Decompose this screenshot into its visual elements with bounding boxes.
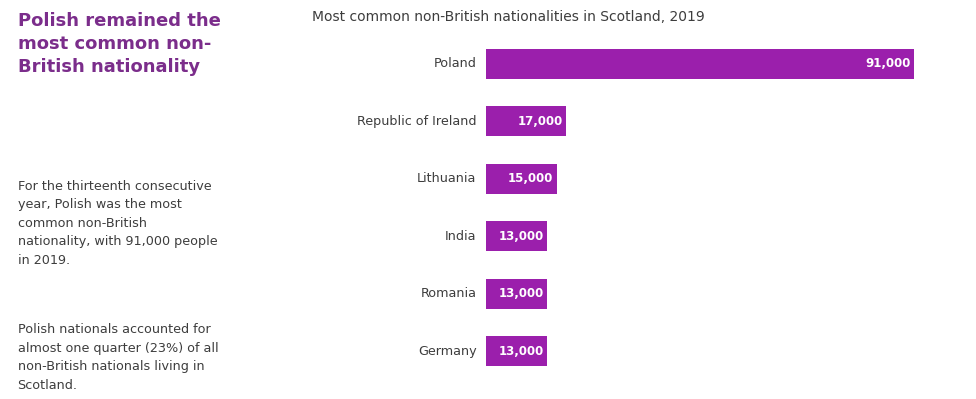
Text: 13,000: 13,000 <box>499 230 545 243</box>
Text: Polish nationals accounted for
almost one quarter (23%) of all
non-British natio: Polish nationals accounted for almost on… <box>18 323 219 392</box>
Text: India: India <box>445 230 476 243</box>
Bar <box>486 106 566 136</box>
Text: Lithuania: Lithuania <box>417 172 476 185</box>
Text: Republic of Ireland: Republic of Ireland <box>357 115 476 128</box>
Bar <box>486 49 915 79</box>
Bar <box>486 336 548 366</box>
Text: Germany: Germany <box>418 345 476 358</box>
Bar <box>486 221 548 251</box>
Text: For the thirteenth consecutive
year, Polish was the most
common non-British
nati: For the thirteenth consecutive year, Pol… <box>18 180 218 267</box>
Text: Poland: Poland <box>433 57 476 70</box>
Bar <box>486 164 556 194</box>
Text: 91,000: 91,000 <box>866 57 911 70</box>
Text: Most common non-British nationalities in Scotland, 2019: Most common non-British nationalities in… <box>312 10 705 24</box>
Text: Romania: Romania <box>421 287 476 300</box>
Text: 13,000: 13,000 <box>499 345 545 358</box>
Text: Polish remained the
most common non-
British nationality: Polish remained the most common non- Bri… <box>18 12 221 76</box>
Text: 13,000: 13,000 <box>499 287 545 300</box>
Bar <box>486 279 548 309</box>
Text: 17,000: 17,000 <box>517 115 563 128</box>
Text: 15,000: 15,000 <box>508 172 553 185</box>
